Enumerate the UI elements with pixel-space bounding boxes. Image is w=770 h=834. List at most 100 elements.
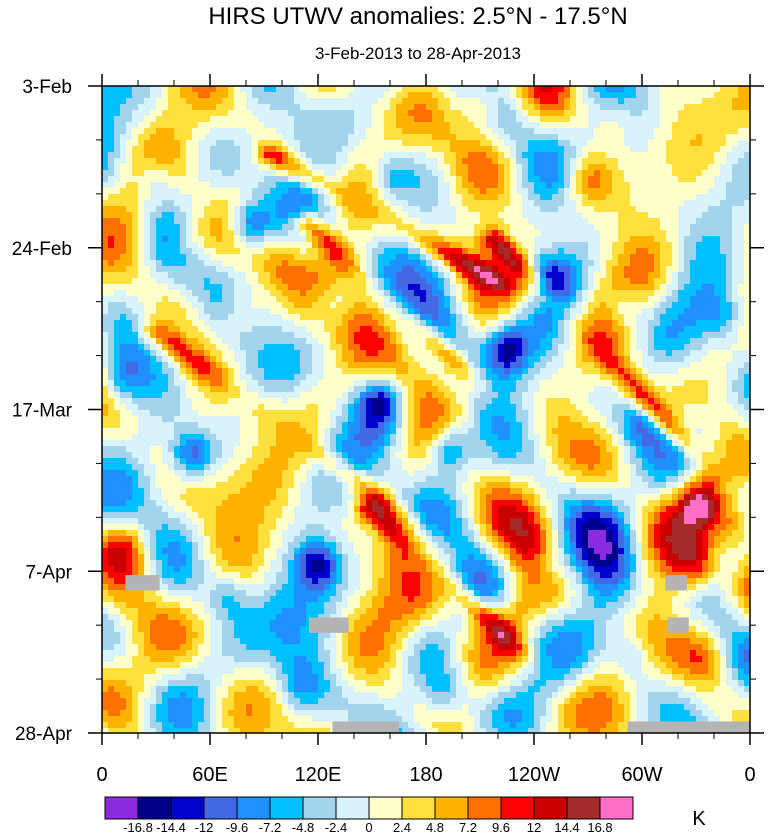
field-cell [198,170,222,176]
field-cell [618,332,624,338]
field-cell [726,608,738,614]
field-cell [252,188,270,194]
field-cell [150,626,186,632]
field-cell [294,158,300,164]
field-cell [144,344,150,350]
field-cell [408,638,420,644]
field-cell [372,518,378,524]
field-cell [480,596,504,602]
field-cell [522,626,528,632]
field-cell [384,566,390,572]
field-cell [480,284,492,290]
field-cell [210,680,222,686]
field-cell [450,518,462,524]
field-cell [660,566,672,572]
field-cell [504,236,510,242]
field-cell [744,602,750,608]
field-cell [528,686,540,692]
field-cell [534,182,546,188]
field-cell [210,158,240,164]
field-cell [558,92,570,98]
field-cell [654,344,684,350]
field-cell [474,584,498,590]
field-cell [576,674,582,680]
field-cell [300,530,330,536]
field-cell [594,656,642,662]
field-cell [390,530,396,536]
field-cell [396,692,426,698]
field-cell [648,500,660,506]
field-cell [432,722,462,728]
field-cell [384,320,396,326]
field-cell [414,536,420,542]
field-cell [468,188,480,194]
field-cell [516,344,522,350]
field-cell [378,242,408,248]
field-cell [468,332,486,338]
field-cell [384,452,390,458]
field-cell [696,686,714,692]
field-cell [102,560,108,566]
field-cell [450,686,456,692]
field-cell [396,338,402,344]
field-cell [366,494,372,500]
field-cell [252,86,264,92]
field-cell [240,206,246,212]
field-cell [372,566,384,572]
field-cell [522,302,528,308]
field-cell [558,170,564,176]
field-cell [324,446,330,452]
field-cell [462,644,474,650]
field-cell [426,260,432,266]
field-cell [258,428,276,434]
field-cell [564,332,570,338]
field-cell [564,110,576,116]
field-cell [162,458,174,464]
field-cell [150,542,156,548]
field-cell [270,452,294,458]
field-cell [114,116,132,122]
field-cell [630,554,636,560]
field-cell [402,650,414,656]
field-cell [738,398,750,404]
field-cell [576,512,582,518]
field-cell [270,566,282,572]
field-cell [510,554,522,560]
field-cell [474,314,498,320]
field-cell [582,542,588,548]
field-cell [252,254,270,260]
field-cell [528,638,534,644]
field-cell [348,404,354,410]
field-cell [102,170,114,176]
field-cell [636,410,642,416]
field-cell [636,92,648,98]
field-cell [462,296,468,302]
field-cell [264,728,330,733]
field-cell [258,182,276,188]
field-cell [222,710,228,716]
field-cell [402,578,420,584]
field-cell [192,572,204,578]
field-cell [366,188,378,194]
field-cell [630,464,636,470]
field-cell [228,728,240,733]
field-cell [522,422,528,428]
field-cell [222,620,234,626]
field-cell [180,242,186,248]
field-cell [642,380,648,386]
anomaly-field [102,86,750,733]
field-cell [300,482,312,488]
field-cell [312,350,324,356]
field-cell [456,278,462,284]
field-cell [354,86,390,92]
field-cell [132,548,138,554]
field-cell [342,296,372,302]
field-cell [510,152,516,158]
field-cell [690,302,720,308]
field-cell [102,326,114,332]
field-cell [348,134,366,140]
field-cell [390,428,396,434]
field-cell [288,674,294,680]
field-cell [510,236,516,242]
field-cell [480,638,486,644]
